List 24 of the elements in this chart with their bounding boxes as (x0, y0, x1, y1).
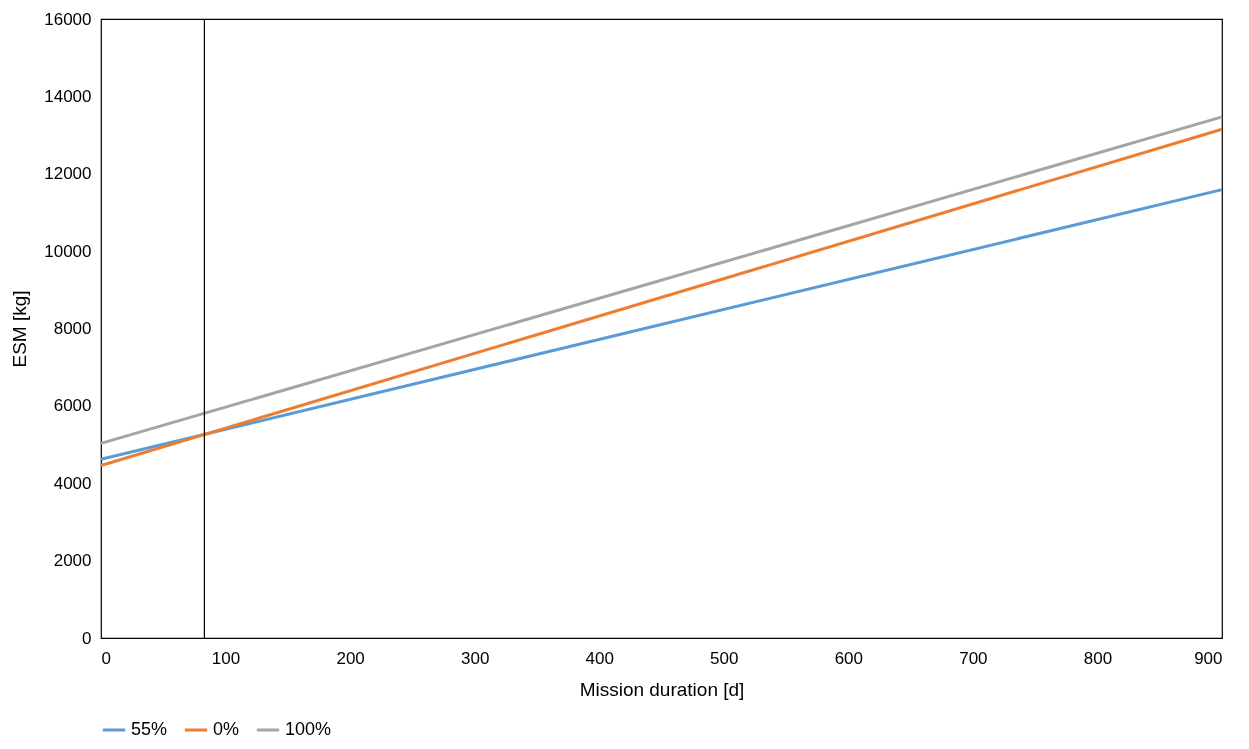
legend-label: 100% (285, 719, 332, 739)
x-tick-label: 800 (1083, 648, 1113, 668)
x-tick-label: 400 (585, 648, 614, 668)
y-tick-label: 8000 (53, 319, 92, 338)
y-tick-label: 16000 (44, 9, 92, 29)
y-tick-label: 4000 (53, 473, 92, 493)
x-tick-label: 900 (1194, 648, 1223, 668)
legend-label: 55% (131, 719, 168, 739)
x-tick-label: 700 (959, 648, 988, 668)
x-tick-label: 200 (336, 648, 365, 668)
x-axis-title: Mission duration [d] (579, 678, 745, 700)
x-tick-label: 600 (834, 648, 864, 668)
x-tick-label: 300 (460, 648, 490, 668)
y-axis-title: ESM [kg] (9, 290, 31, 368)
y-tick-label: 10000 (44, 241, 92, 261)
y-tick-label: 0 (82, 628, 92, 648)
x-tick-label: 0 (101, 648, 111, 668)
y-tick-label: 12000 (44, 164, 92, 184)
legend-label: 0% (213, 719, 240, 739)
y-tick-label: 14000 (44, 86, 92, 106)
y-tick-label: 6000 (53, 396, 92, 416)
x-tick-label: 100 (211, 648, 241, 668)
y-tick-label: 2000 (53, 551, 92, 571)
x-tick-label: 500 (710, 648, 739, 668)
